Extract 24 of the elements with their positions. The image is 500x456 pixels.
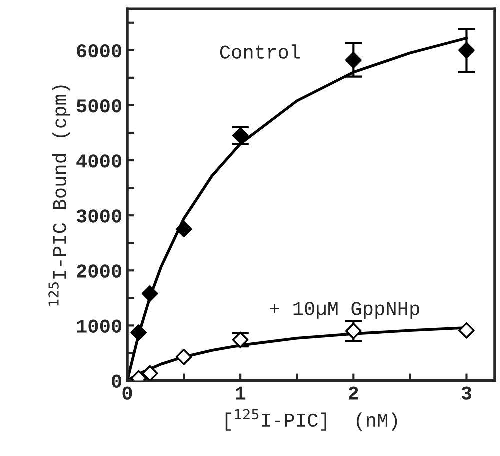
point	[458, 42, 475, 59]
point	[176, 348, 192, 366]
y-axis-title: $^{125}$I-PIC Bound (cpm)	[48, 86, 70, 306]
y-tick-label: 4000	[76, 154, 122, 168]
x-tick-label: 0	[122, 386, 132, 400]
y-tick-label: 2000	[77, 264, 122, 278]
y-tick-label: 1000	[77, 320, 122, 333]
point	[345, 52, 362, 69]
point	[130, 324, 147, 342]
annotation: + 10µM GppNHp	[270, 302, 420, 320]
annotation: Control	[220, 44, 300, 59]
x-axis-title: [$^{125}$I-PIC] (nM)	[226, 409, 398, 431]
point	[142, 365, 158, 381]
x-tick-label: 3	[462, 386, 472, 400]
x-tick-label: 1	[236, 386, 246, 400]
point	[176, 221, 192, 238]
point	[458, 322, 475, 339]
y-tick-label: 5000	[76, 100, 122, 113]
y-tick-label: 6000	[77, 44, 122, 58]
point	[142, 286, 158, 302]
y-tick-label: 3000	[76, 210, 122, 223]
x-tick-label: 2	[348, 386, 358, 400]
y-tick-label: 0	[112, 374, 122, 388]
point	[345, 323, 362, 340]
